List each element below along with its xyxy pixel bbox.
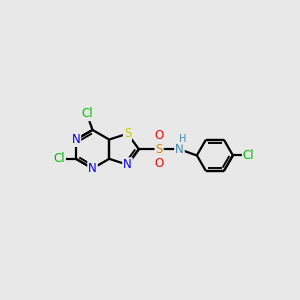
Text: Cl: Cl (243, 149, 254, 162)
Text: Cl: Cl (81, 107, 93, 120)
Text: N: N (175, 143, 184, 156)
Text: O: O (154, 157, 164, 169)
Text: S: S (124, 127, 131, 140)
Text: S: S (155, 143, 163, 156)
Text: N: N (123, 158, 132, 171)
Text: N: N (71, 133, 80, 146)
Text: N: N (88, 162, 97, 175)
Text: O: O (154, 129, 164, 142)
Text: H: H (179, 134, 187, 144)
Text: Cl: Cl (53, 152, 65, 165)
